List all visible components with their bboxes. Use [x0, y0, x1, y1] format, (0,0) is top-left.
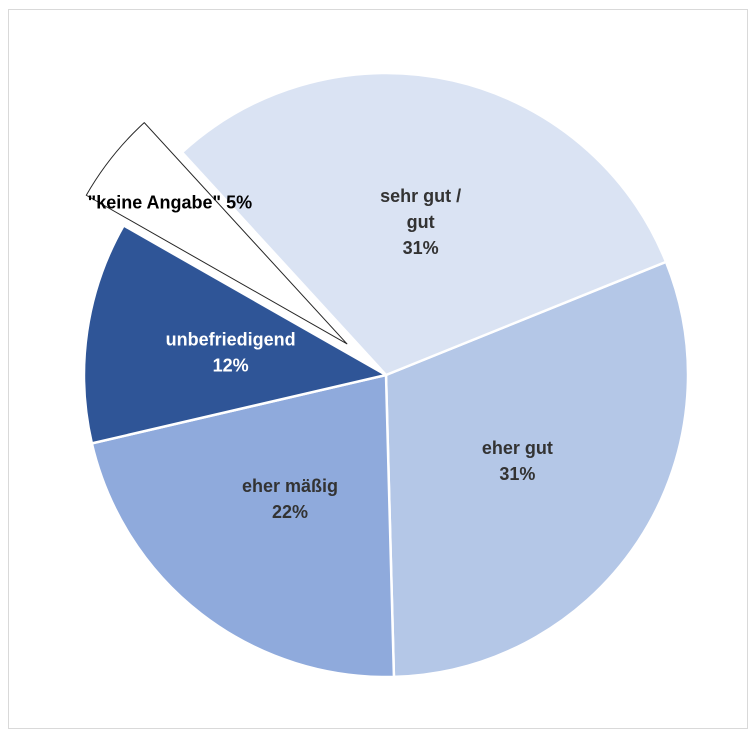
- pie-slices: [82, 71, 690, 679]
- pie-slice-keine-angabe: [85, 122, 348, 345]
- pie-label-eher-mäßig: eher mäßig 22%: [242, 476, 338, 522]
- pie-label-unbefriedigend: unbefriedigend 12%: [166, 329, 296, 375]
- pie-label-keine-angabe: "keine Angabe" 5%: [88, 193, 252, 213]
- pie-slice-sehr-gut-gut: [180, 71, 668, 377]
- pie-label-eher-gut: eher gut 31%: [482, 438, 553, 484]
- pie-label-sehr-gut-gut: sehr gut / gut 31%: [380, 186, 461, 258]
- pie-labels: eher gut 31% eher mäßig 22% unbefriedigend 12…: [88, 186, 553, 522]
- pie-slice-unbefriedigend: [82, 224, 388, 445]
- pie-slice-eher-gut: [384, 260, 690, 679]
- pie-slice-eher-mäßig: [90, 373, 396, 679]
